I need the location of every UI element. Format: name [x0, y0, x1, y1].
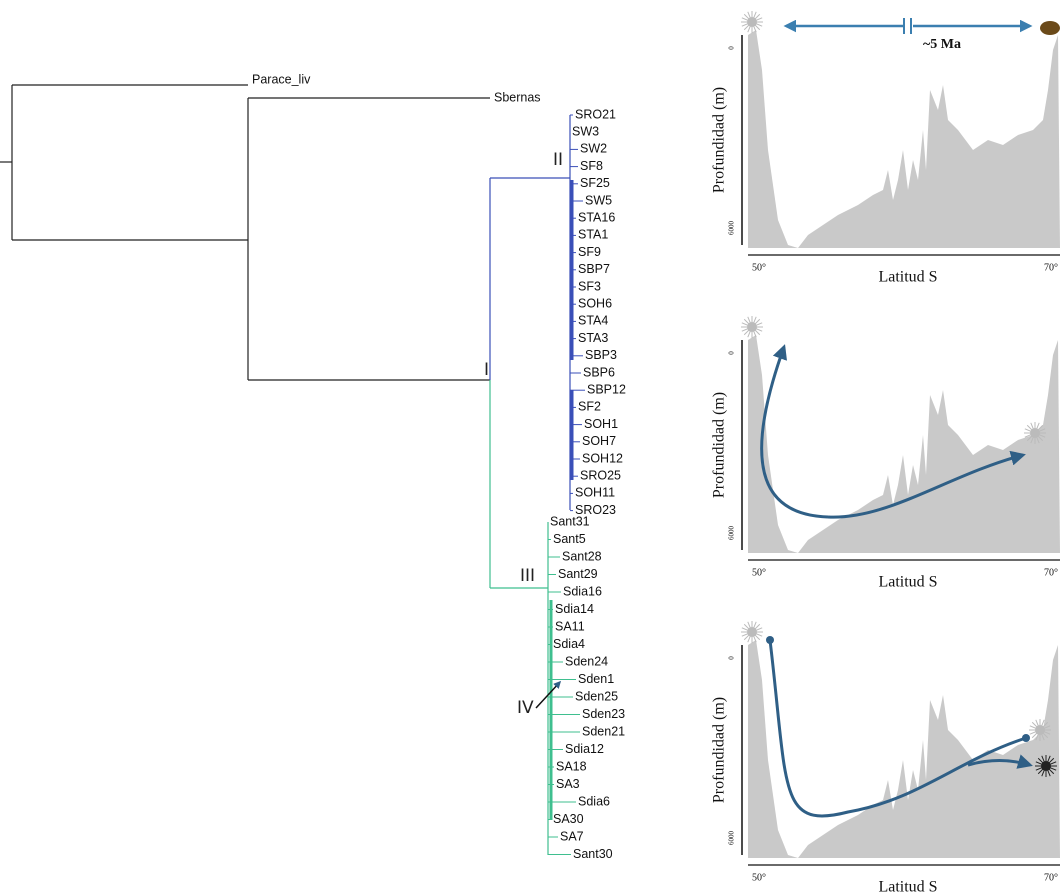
leaf-label: Sant31 — [550, 514, 590, 528]
panel: Profundidad (m) 0 6000 50° 70° Latitud S — [711, 621, 1060, 894]
leaf-label: Sant28 — [562, 549, 602, 563]
leaf-label: Parace_liv — [252, 72, 311, 86]
panel: Profundidad (m) 0 6000 50° 70° Latitud S ~5 Ma — [711, 11, 1060, 286]
tree-branches — [0, 85, 490, 380]
leaf-label: Sdia6 — [578, 794, 610, 808]
clade-label: I — [484, 360, 489, 380]
leaf-label: SBP7 — [578, 262, 610, 276]
dispersal-arrow — [762, 347, 828, 517]
leaf-label: Sant29 — [558, 567, 598, 581]
leaf-label: SBP12 — [587, 382, 626, 396]
bathymetry-profile — [748, 640, 1060, 858]
annotation: ~5 Ma — [923, 37, 961, 52]
x-axis-label: Latitud S — [878, 879, 937, 894]
leaf-label: STA3 — [578, 331, 608, 345]
y-tick-label: 6000 — [728, 526, 736, 541]
urchin-body — [1041, 761, 1051, 771]
leaf-label: Sden23 — [582, 707, 625, 721]
leaf-label: SF3 — [578, 279, 601, 293]
y-axis-label: Profundidad (m) — [711, 697, 728, 803]
leaf-label: SF8 — [580, 159, 603, 173]
figure: Parace_liv Sbernas I II III IV SRO21 SW3 S… — [0, 0, 1063, 894]
urchin-body — [747, 322, 757, 332]
leaf-label: SRO21 — [575, 107, 616, 121]
leaf-label: Sden1 — [578, 672, 614, 686]
leaf-label: SA18 — [556, 759, 587, 773]
x-axis-label: Latitud S — [878, 574, 937, 591]
bathymetry-profile — [748, 30, 1060, 248]
clade-label: IV — [517, 698, 534, 718]
y-axis-label: Profundidad (m) — [711, 87, 728, 193]
urchin-icon — [1035, 755, 1057, 777]
leaf-label: SRO25 — [580, 468, 621, 482]
organism-icon — [1040, 21, 1060, 35]
clade-iii-branches — [490, 380, 551, 855]
leaf-label: SF25 — [580, 176, 610, 190]
leaf-label: Sant30 — [573, 847, 613, 861]
leaf-label: SOH7 — [582, 434, 616, 448]
y-tick-label: 0 — [728, 351, 736, 355]
x-tick-label: 70° — [1044, 872, 1058, 883]
leaf-label: SOH12 — [582, 451, 623, 465]
clade-label: II — [553, 150, 563, 170]
urchin-body — [747, 627, 757, 637]
x-axis-label: Latitud S — [878, 269, 937, 286]
urchin-icon — [1024, 422, 1046, 444]
leaf-label: SA11 — [555, 619, 585, 633]
leaf-label: STA4 — [578, 314, 608, 328]
x-tick-label: 50° — [752, 262, 766, 273]
leaf-label: SBP6 — [583, 365, 615, 379]
leaf-label: SA7 — [560, 829, 584, 843]
leaf-label: Sdia4 — [553, 637, 585, 651]
x-tick-label: 50° — [752, 567, 766, 578]
bathymetry-profile — [748, 335, 1060, 553]
leaf-label: Sant5 — [553, 532, 586, 546]
leaf-label: Sdia12 — [565, 742, 604, 756]
leaf-label: SF2 — [578, 400, 601, 414]
leaf-label: Sbernas — [494, 90, 541, 104]
leaf-label: SOH1 — [584, 417, 618, 431]
x-tick-label: 70° — [1044, 262, 1058, 273]
x-tick-label: 70° — [1044, 567, 1058, 578]
leaf-label: Sden24 — [565, 654, 608, 668]
leaf-label: SW2 — [580, 142, 607, 156]
urchin-body — [1030, 428, 1040, 438]
leaf-label: SBP3 — [585, 348, 617, 362]
leaf-label: STA16 — [578, 210, 615, 224]
y-tick-label: 6000 — [728, 221, 736, 236]
leaf-label: SW5 — [585, 193, 612, 207]
clade-label: III — [520, 566, 535, 586]
leaf-label: SOH11 — [575, 486, 615, 500]
y-tick-label: 0 — [728, 46, 736, 50]
leaf-label: SOH6 — [578, 296, 612, 310]
urchin-body — [747, 17, 757, 27]
end-dot — [1022, 734, 1030, 742]
x-tick-label: 50° — [752, 872, 766, 883]
leaf-label: SA3 — [556, 777, 580, 791]
leaf-label: SF9 — [578, 245, 601, 259]
urchin-body — [1035, 725, 1045, 735]
urchin-icon — [741, 621, 763, 643]
leaf-label: Sdia16 — [563, 584, 602, 598]
leaf-label: STA1 — [578, 228, 608, 242]
y-axis-label: Profundidad (m) — [711, 392, 728, 498]
leaf-label: SW3 — [572, 124, 599, 138]
clade-ii-branches — [490, 115, 572, 510]
urchin-icon — [741, 11, 763, 33]
panel: Profundidad (m) 0 6000 50° 70° Latitud S — [711, 316, 1060, 591]
y-tick-label: 0 — [728, 656, 736, 660]
urchin-icon — [741, 316, 763, 338]
urchin-icon — [1029, 719, 1051, 741]
y-tick-label: 6000 — [728, 831, 736, 846]
leaf-label: Sdia14 — [555, 602, 594, 616]
leaf-label: Sden21 — [582, 724, 625, 738]
leaf-label: SA30 — [553, 812, 584, 826]
leaf-label: Sden25 — [575, 689, 618, 703]
